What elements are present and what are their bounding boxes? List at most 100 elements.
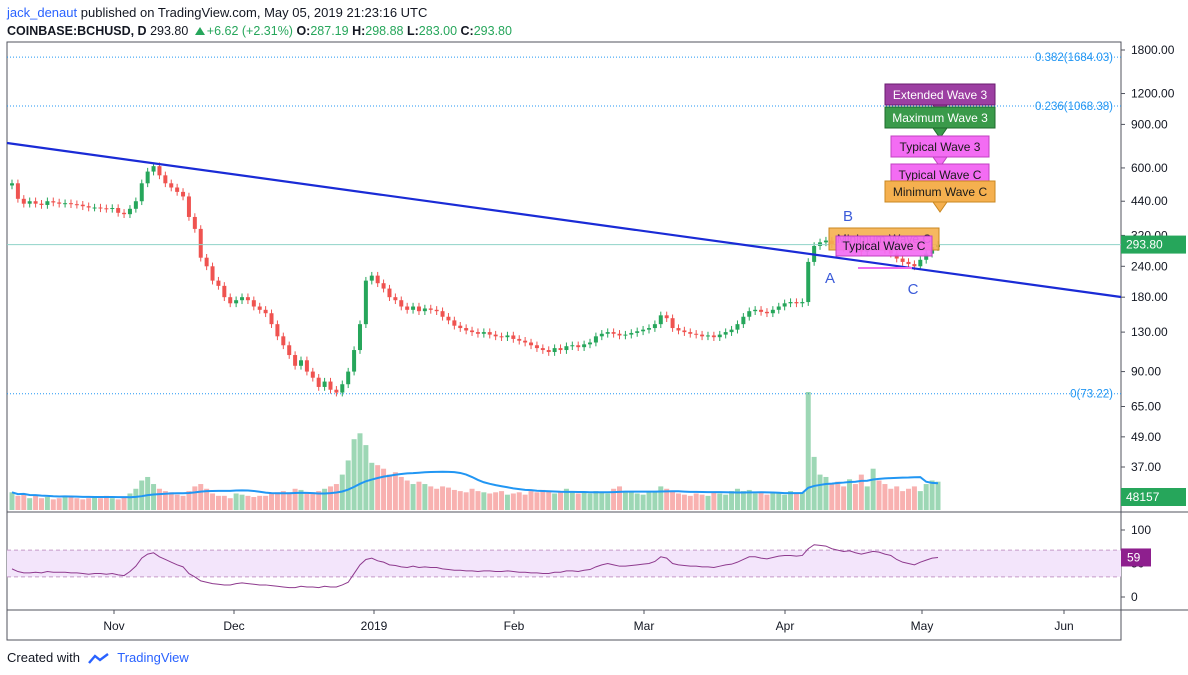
candle-body [322,381,327,387]
volume-bar [605,493,611,510]
low-value: 283.00 [418,24,458,38]
volume-bar [445,487,451,510]
price-tick-label: 37.00 [1131,460,1161,474]
volume-bar [251,497,257,510]
candle-body [133,201,138,209]
candle-body [517,338,522,341]
candle-body [688,332,693,334]
candle-body [753,309,758,312]
volume-bar [274,492,280,510]
candle-body [641,329,646,332]
candle-body [794,302,799,304]
candle-body [245,297,250,301]
volume-bar [15,495,21,510]
candle-body [181,191,186,197]
volume-bar [21,493,27,510]
candle-body [204,257,209,267]
candle-body [51,201,56,203]
chart-canvas[interactable]: 1800.001200.00900.00600.00440.00320.0024… [0,0,1188,645]
volume-bar [847,479,853,510]
volume-bar [398,476,404,510]
volume-bar [923,484,929,510]
volume-bar [888,488,894,510]
volume-bar [269,493,275,510]
candle-body [234,300,239,304]
volume-bar [776,492,782,510]
volume-bar [357,433,363,510]
volume-bar [174,494,180,510]
volume-bar [670,491,676,510]
volume-bar [156,488,162,510]
candle-body [104,208,109,210]
price-tick-label: 600.00 [1131,161,1168,175]
candle-body [800,302,805,304]
author-link[interactable]: jack_denaut [7,5,78,20]
volume-bar [622,491,628,510]
volume-bar [345,460,351,510]
candle-body [523,340,528,343]
volume-bar [322,488,328,510]
volume-bar [646,491,652,510]
candle-body [80,204,85,207]
candle-body [275,324,280,337]
candle-body [375,275,380,284]
candle-body [57,202,62,204]
symbol-label[interactable]: COINBASE:BCHUSD, D [7,24,147,38]
volume-bar [929,480,935,510]
tradingview-link[interactable]: TradingView [117,650,189,665]
volume-bar [410,484,416,510]
volume-bar [558,492,564,510]
time-tick-label: May [911,619,934,633]
volume-bar [793,493,799,510]
open-label: O: [296,24,311,38]
candle-body [15,183,20,199]
candle-body [564,346,569,351]
volume-bar [145,476,151,510]
volume-bar [835,481,841,510]
price-tick-label: 180.00 [1131,290,1168,304]
candle-body [605,332,610,334]
volume-bar [351,439,357,510]
target-label-text: Typical Wave C [899,168,982,182]
volume-bar [386,474,392,510]
last-price: 293.80 [150,24,189,38]
candle-body [33,201,38,204]
volume-bar [516,492,522,510]
volume-bar [864,486,870,510]
candle-body [74,204,79,206]
candle-body [251,300,256,307]
volume-bar [906,488,912,510]
trendline[interactable] [6,141,1122,299]
candle-body [599,333,604,337]
volume-bar [198,484,204,510]
volume-bar [233,493,239,510]
time-tick-label: Jun [1054,619,1073,633]
time-tick-label: Mar [634,619,655,633]
candle-body [369,275,374,281]
volume-bar [711,492,717,510]
volume-bar [569,491,575,510]
candle-body [658,315,663,325]
candle-body [481,332,486,334]
price-tick-label: 49.00 [1131,430,1161,444]
volume-bar [764,494,770,510]
candle-body [788,302,793,304]
volume-bar [911,486,917,510]
volume-bar [611,488,617,510]
candle-body [157,166,162,176]
candle-body [357,324,362,351]
volume-bar [440,486,446,510]
volume-bar [310,492,316,510]
candle-body [68,203,73,205]
candle-body [676,328,681,331]
volume-bar [210,493,216,510]
volume-bar [829,484,835,510]
candle-body [228,297,233,304]
close-label: C: [460,24,474,38]
volume-bar [587,493,593,510]
target-label-text: Maximum Wave 3 [892,111,988,125]
candle-body [582,344,587,348]
volume-bar [115,499,121,510]
volume-bar [788,491,794,510]
candle-body [670,318,675,329]
